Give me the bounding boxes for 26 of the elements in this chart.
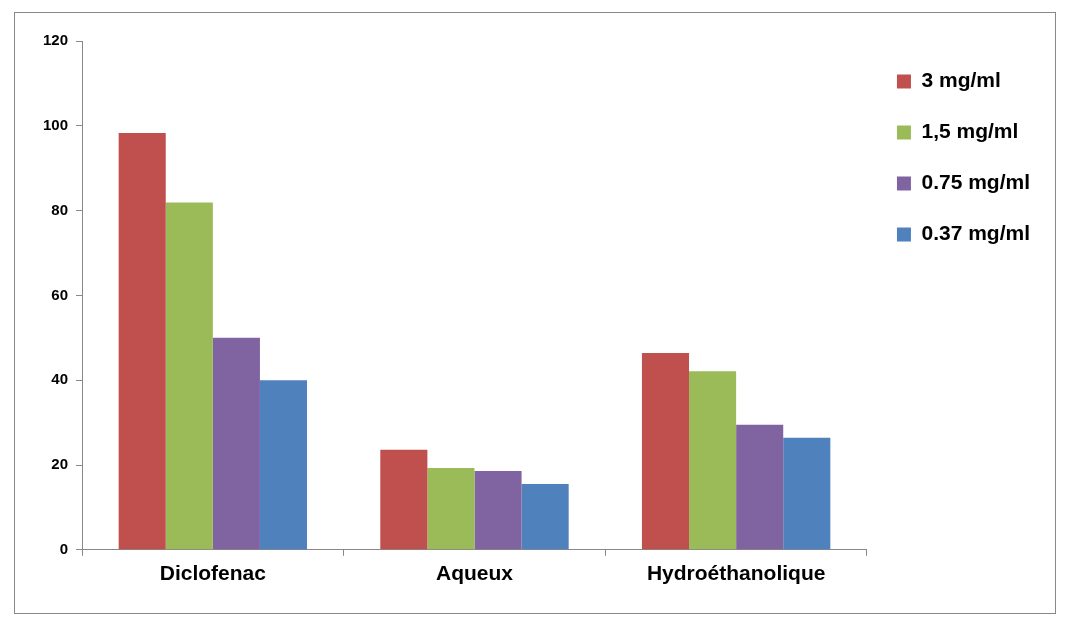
legend-label: 0.75 mg/ml (921, 170, 1031, 194)
legend-label: 1,5 mg/ml (921, 119, 1019, 143)
bar (380, 449, 428, 550)
y-tick-label: 60 (51, 285, 69, 303)
bar (689, 371, 737, 550)
bar (165, 202, 213, 550)
bar (641, 353, 690, 550)
y-tick-label: 0 (59, 539, 69, 557)
y-tick-label: 80 (51, 200, 69, 218)
y-tick-label: 120 (43, 31, 69, 49)
bar (474, 470, 522, 550)
bar (521, 484, 569, 550)
bar (736, 424, 784, 550)
y-tick-label: 100 (43, 115, 69, 133)
y-tick-label: 40 (51, 370, 69, 388)
legend-label: 3 mg/ml (921, 68, 1001, 92)
bar (118, 133, 166, 550)
bar (783, 437, 831, 550)
legend-label: 0.37 mg/ml (921, 221, 1031, 245)
y-tick-label: 20 (51, 455, 69, 473)
x-tick-label: Diclofenac (159, 561, 267, 585)
bar (212, 337, 260, 550)
x-tick-label: Hydroéthanolique (646, 561, 826, 585)
bar (259, 380, 308, 550)
bar (427, 467, 475, 550)
x-tick-label: Aqueux (435, 561, 514, 585)
